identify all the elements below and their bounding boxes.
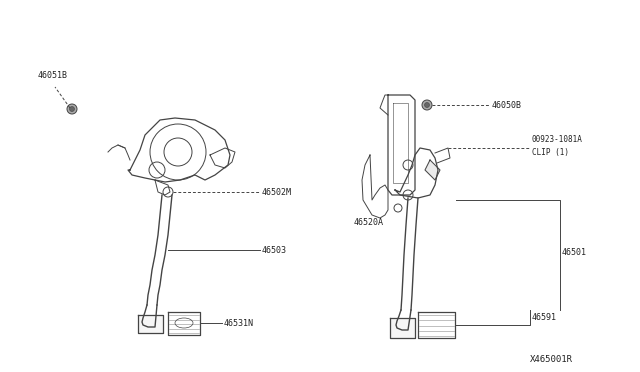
Text: 46502M: 46502M — [262, 188, 292, 197]
Text: 46591: 46591 — [532, 313, 557, 322]
Text: 46501: 46501 — [562, 248, 587, 257]
Circle shape — [424, 103, 429, 108]
Circle shape — [422, 100, 432, 110]
Text: 46051B: 46051B — [38, 71, 68, 80]
Text: 00923-1081A: 00923-1081A — [532, 135, 583, 144]
Text: 46050B: 46050B — [492, 101, 522, 110]
Polygon shape — [425, 160, 440, 180]
Text: X465001R: X465001R — [530, 355, 573, 364]
Circle shape — [67, 104, 77, 114]
Circle shape — [70, 106, 74, 112]
Text: 46503: 46503 — [262, 246, 287, 255]
Text: CLIP (1): CLIP (1) — [532, 148, 569, 157]
Text: 46531N: 46531N — [224, 319, 254, 328]
Text: 46520A: 46520A — [354, 218, 384, 227]
